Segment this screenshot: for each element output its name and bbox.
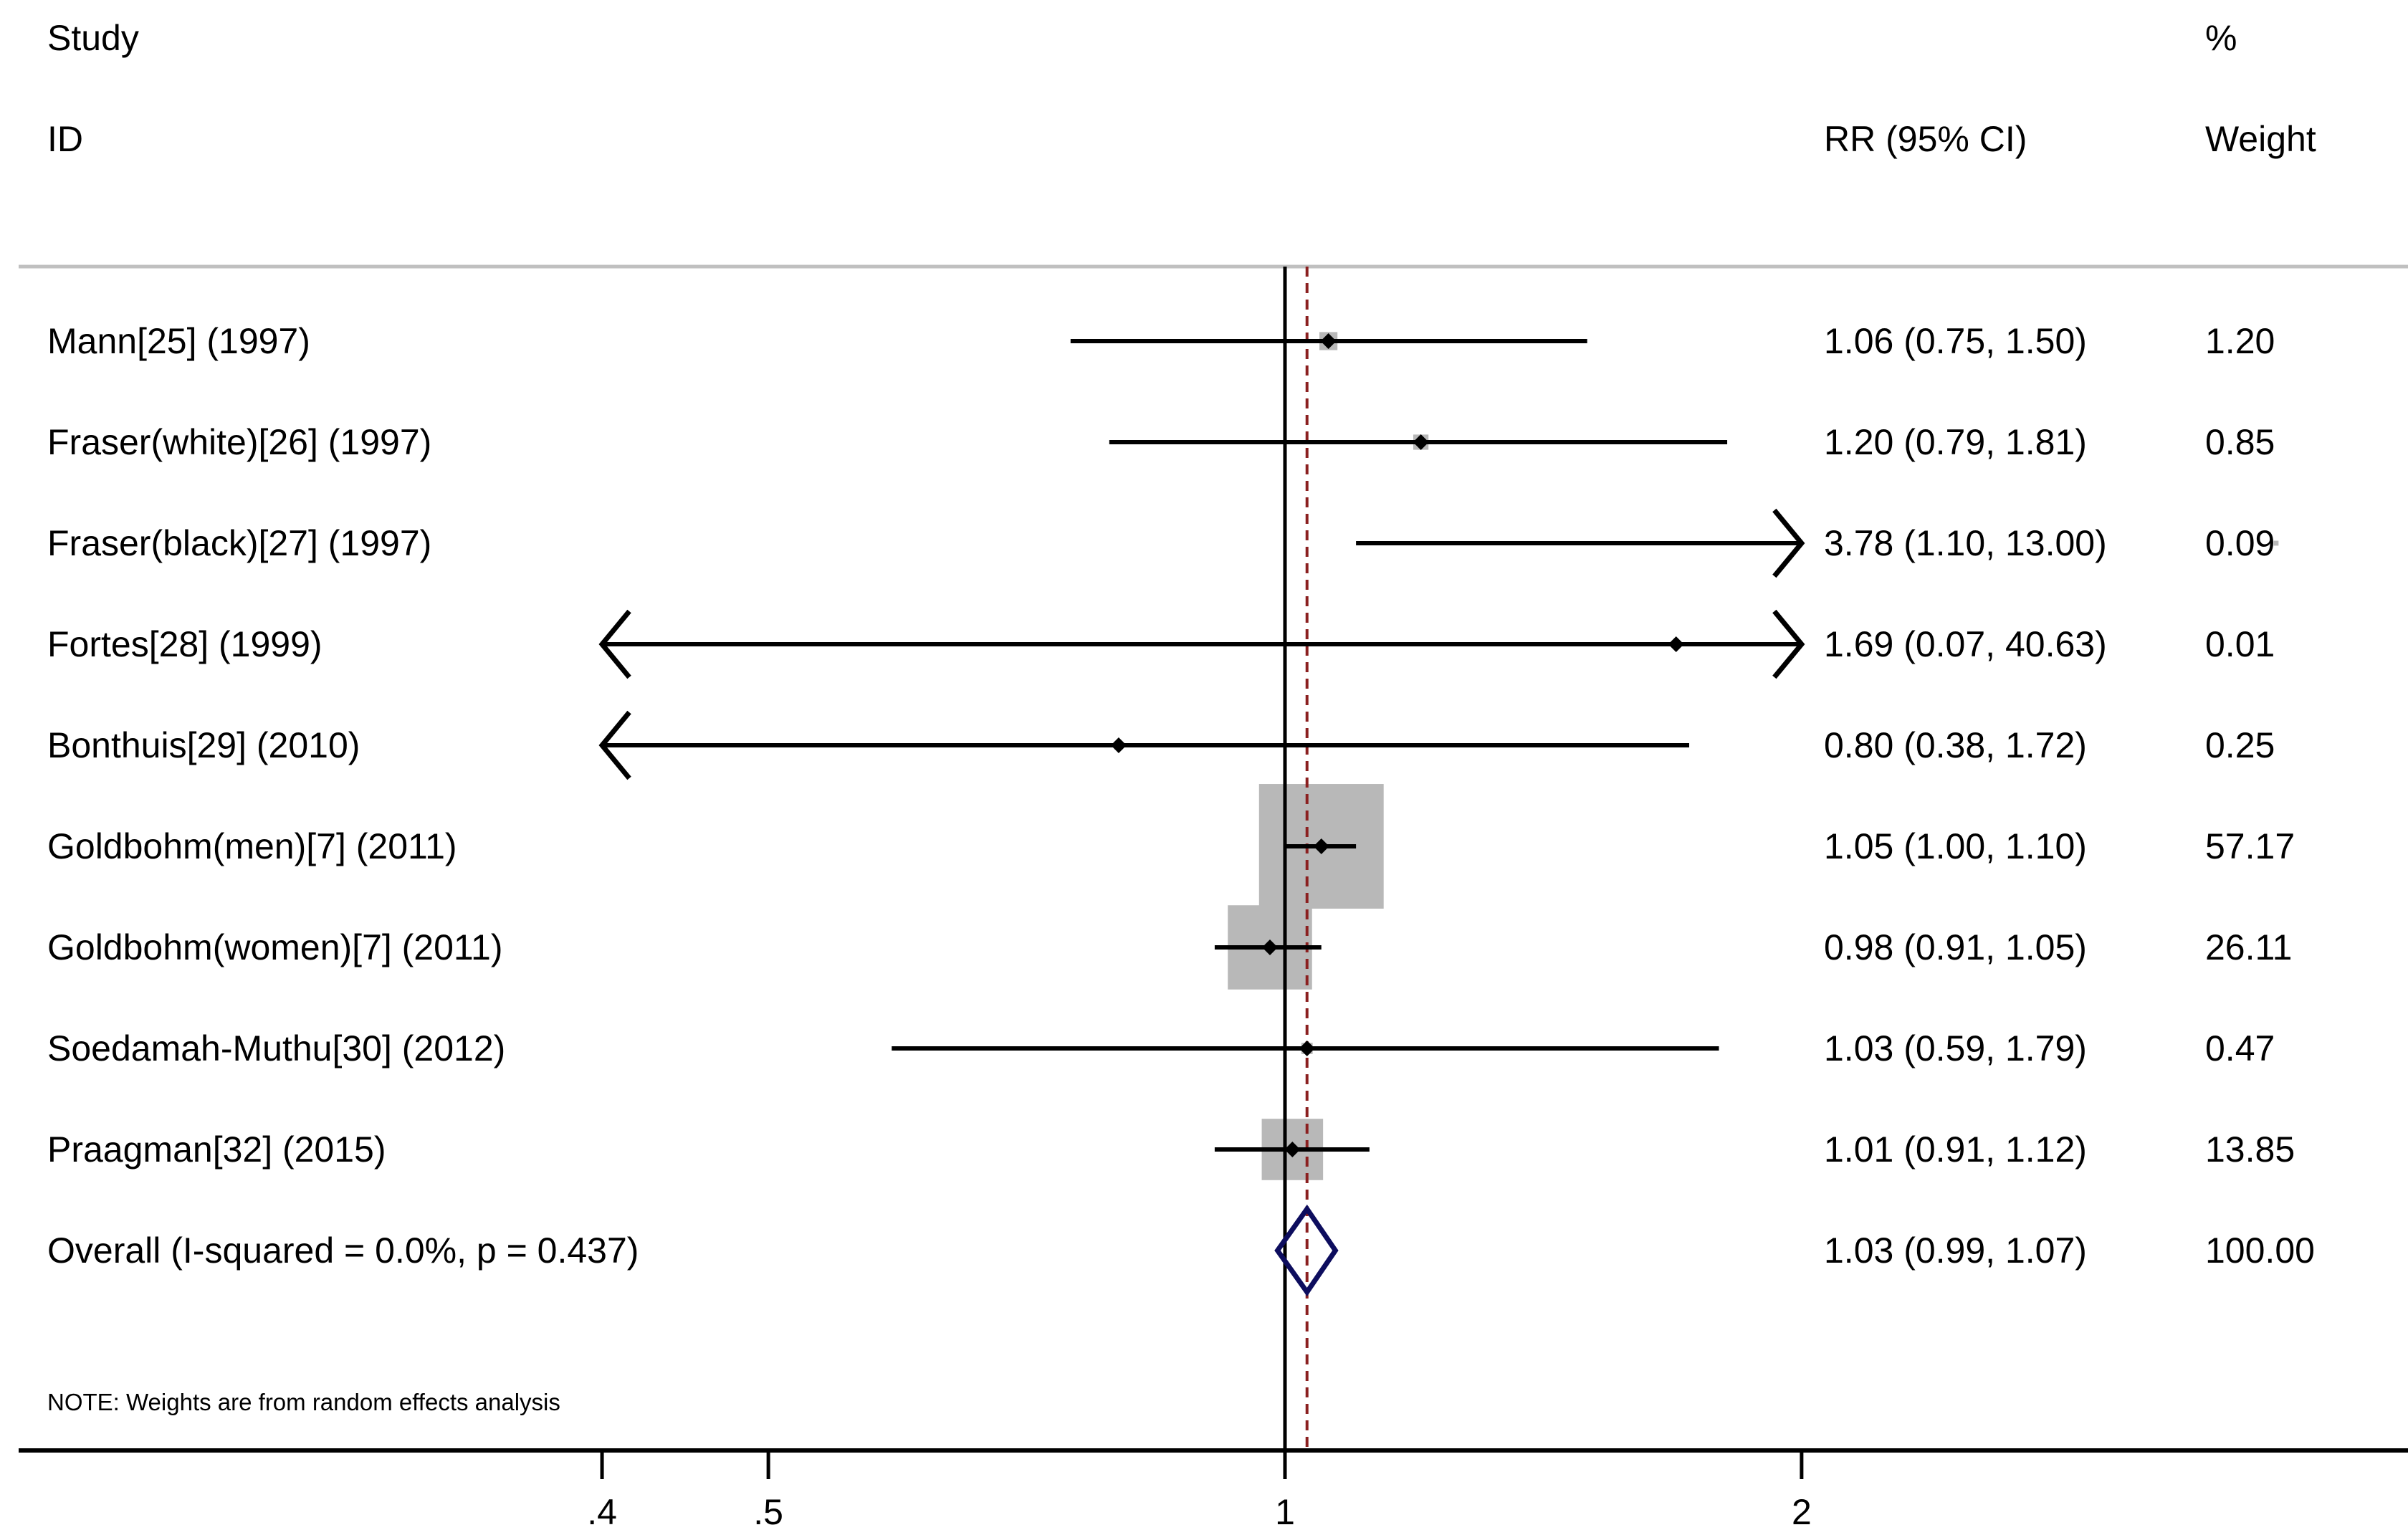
effect-size: 1.06 (0.75, 1.50) [1824, 321, 2087, 361]
effect-size: 0.98 (0.91, 1.05) [1824, 927, 2087, 967]
effect-size: 3.78 (1.10, 13.00) [1824, 523, 2107, 563]
ci-arrow-left [598, 609, 631, 679]
effect-size: 0.80 (0.38, 1.72) [1824, 725, 2087, 765]
header-weight-percent: % [2205, 18, 2237, 58]
effect-size: 1.20 (0.79, 1.81) [1824, 422, 2087, 462]
effect-size: 1.01 (0.91, 1.12) [1824, 1129, 2087, 1170]
study-label: Soedamah-Muthu[30] (2012) [47, 1028, 505, 1068]
overall-diamond [1274, 1204, 1339, 1297]
x-axis: .4 .5 1 2 [19, 1448, 2408, 1532]
point-estimate [1299, 1041, 1315, 1056]
table-rows: Mann[25] (1997) 1.06 (0.75, 1.50) 1.20 Fras… [47, 321, 2315, 1271]
study-label: Fortes[28] (1999) [47, 624, 322, 664]
note: NOTE: Weights are from random effects an… [47, 1389, 560, 1415]
effect-size: 1.69 (0.07, 40.63) [1824, 624, 2107, 664]
effect-size: 1.03 (0.59, 1.79) [1824, 1028, 2087, 1068]
point-estimate [1668, 636, 1684, 652]
x-tick-label: .4 [587, 1492, 617, 1532]
study-label: Bonthuis[29] (2010) [47, 725, 360, 765]
weight-value: 0.09 [2205, 523, 2275, 563]
study-label: Praagman[32] (2015) [47, 1129, 386, 1170]
weight-value: 0.85 [2205, 422, 2275, 462]
header-weight: Weight [2205, 119, 2316, 159]
x-tick-label: 2 [1792, 1492, 1812, 1532]
weight-value: 0.25 [2205, 725, 2275, 765]
header-study: Study [47, 18, 139, 58]
x-tick-label: .5 [753, 1492, 783, 1532]
overall-effect-size: 1.03 (0.99, 1.07) [1824, 1230, 2087, 1271]
plot-area [598, 267, 2279, 1450]
study-label: Goldbohm(men)[7] (2011) [47, 826, 457, 866]
study-label: Fraser(white)[26] (1997) [47, 422, 431, 462]
weight-value: 57.17 [2205, 826, 2295, 866]
weight-value: 0.01 [2205, 624, 2275, 664]
point-estimate [1320, 333, 1337, 349]
ci-arrow-right [1772, 609, 1805, 679]
overall-weight: 100.00 [2205, 1230, 2315, 1271]
point-estimate [1110, 737, 1127, 753]
header-effect: RR (95% CI) [1824, 119, 2027, 159]
weight-value: 1.20 [2205, 321, 2275, 361]
ci-arrow-right [1772, 508, 1805, 578]
point-estimate [1284, 1142, 1301, 1157]
study-label: Goldbohm(women)[7] (2011) [47, 927, 502, 967]
weight-box [2273, 540, 2279, 546]
ci-arrow-left [598, 710, 631, 780]
point-estimate [1261, 939, 1278, 955]
point-estimate [1313, 838, 1329, 854]
overall-label: Overall (I-squared = 0.0%, p = 0.437) [47, 1230, 639, 1271]
header: Study ID RR (95% CI) % Weight [47, 18, 2316, 159]
study-label: Fraser(black)[27] (1997) [47, 523, 431, 563]
point-estimate [1413, 434, 1429, 450]
study-label: Mann[25] (1997) [47, 321, 310, 361]
x-tick-label: 1 [1275, 1492, 1295, 1532]
weight-value: 0.47 [2205, 1028, 2275, 1068]
weight-value: 26.11 [2205, 927, 2292, 967]
effect-size: 1.05 (1.00, 1.10) [1824, 826, 2087, 866]
header-id: ID [47, 119, 83, 159]
weight-value: 13.85 [2205, 1129, 2295, 1170]
